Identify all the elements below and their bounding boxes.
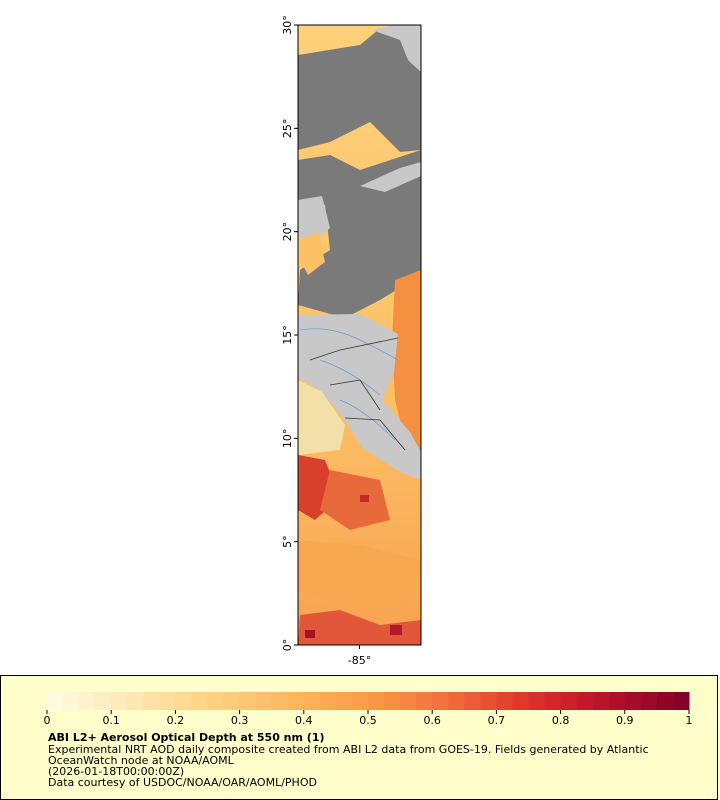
colorbar-tick-label: 0.6 xyxy=(423,714,441,727)
lat-tick-label: 30° xyxy=(281,15,294,35)
colorbar-tick-label: 0.4 xyxy=(295,714,313,727)
lat-tick-label: 20° xyxy=(281,222,294,242)
lat-tick-label: 15° xyxy=(281,325,294,345)
lat-tick-label: 25° xyxy=(281,119,294,139)
colorbar-tick-label: 1 xyxy=(686,714,693,727)
legend-line: Experimental NRT AOD daily composite cre… xyxy=(48,743,649,756)
colorbar-tick-label: 0.2 xyxy=(167,714,185,727)
lon-tick-label: -85° xyxy=(348,654,371,667)
colorbar-tick-label: 0.8 xyxy=(552,714,570,727)
lat-tick-label: 0° xyxy=(281,639,294,652)
colorbar-tick-label: 0.9 xyxy=(616,714,634,727)
legend-title: ABI L2+ Aerosol Optical Depth at 550 nm … xyxy=(48,731,325,744)
colorbar-tick-label: 0 xyxy=(44,714,51,727)
lat-tick-label: 5° xyxy=(281,535,294,548)
legend-line: Data courtesy of USDOC/NOAA/OAR/AOML/PHO… xyxy=(48,776,317,789)
axes: 0° 5° 10° 15° 20° 25° 30° -85° xyxy=(281,15,371,667)
legend-line: (2026-01-18T00:00:00Z) xyxy=(48,765,184,778)
colorbar: 0 0.1 0.2 0.3 0.4 0.5 0.6 0.7 0.8 0.9 1 xyxy=(44,692,693,727)
colorbar-tick-label: 0.5 xyxy=(359,714,377,727)
legend-line: OceanWatch node at NOAA/AOML xyxy=(48,754,235,767)
colorbar-tick-label: 0.1 xyxy=(102,714,120,727)
colorbar-tick-label: 0.3 xyxy=(231,714,249,727)
lat-tick-label: 10° xyxy=(281,429,294,449)
map-image xyxy=(298,25,421,645)
colorbar-tick-label: 0.7 xyxy=(488,714,506,727)
